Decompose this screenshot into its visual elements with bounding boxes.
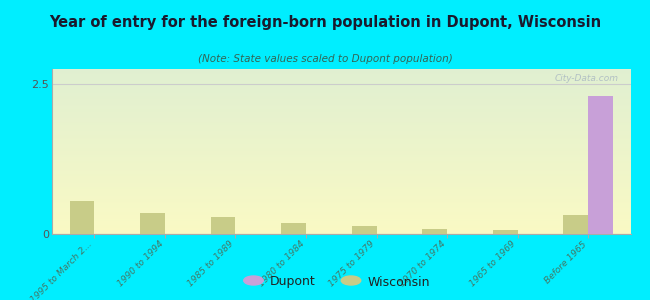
- Bar: [140, 213, 165, 234]
- Bar: [281, 223, 306, 234]
- Bar: [70, 201, 94, 234]
- Bar: [211, 217, 235, 234]
- Bar: [493, 230, 517, 234]
- Text: (Note: State values scaled to Dupont population): (Note: State values scaled to Dupont pop…: [198, 54, 452, 64]
- Bar: [352, 226, 376, 234]
- Text: City-Data.com: City-Data.com: [555, 74, 619, 83]
- Text: Wisconsin: Wisconsin: [367, 275, 430, 289]
- Bar: [422, 229, 447, 234]
- Text: Dupont: Dupont: [270, 275, 315, 289]
- Bar: [564, 215, 588, 234]
- Text: Year of entry for the foreign-born population in Dupont, Wisconsin: Year of entry for the foreign-born popul…: [49, 15, 601, 30]
- Bar: [588, 96, 613, 234]
